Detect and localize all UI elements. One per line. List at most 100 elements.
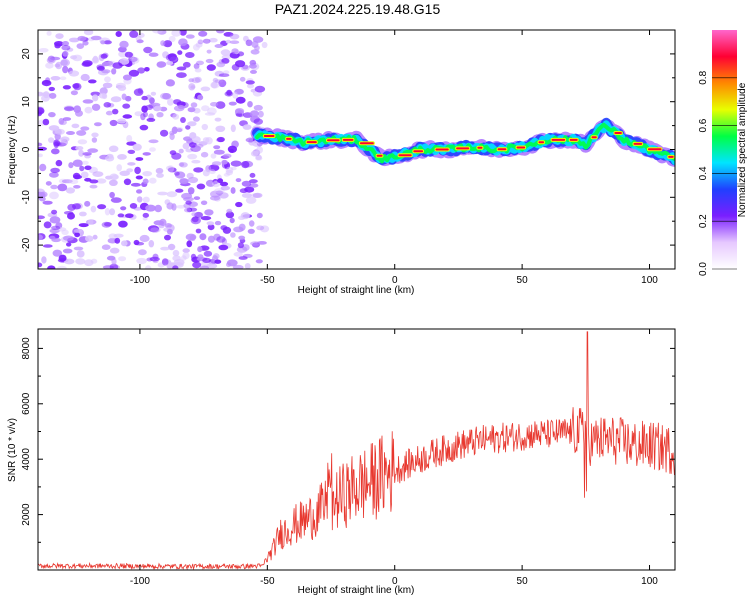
noise-blob [203, 250, 213, 257]
noise-blob [39, 163, 47, 172]
noise-blob [55, 61, 63, 70]
noise-blob [150, 227, 160, 233]
noise-blob [84, 200, 91, 207]
noise-blob [235, 201, 243, 208]
noise-blob [84, 106, 93, 114]
noise-blob [51, 148, 60, 155]
noise-blob [134, 166, 141, 175]
noise-blob [141, 95, 148, 101]
snr-y-tick-label: 8000 [21, 337, 32, 360]
colorbar-tick-label: 0.8 [698, 70, 709, 84]
noise-blob [122, 103, 131, 109]
spectrogram-y-tick-label: -10 [21, 190, 32, 205]
noise-blob [79, 165, 85, 172]
noise-blob [187, 107, 196, 113]
noise-blob [245, 196, 257, 204]
noise-blob [129, 203, 138, 209]
noise-blob [214, 117, 222, 122]
noise-blob [155, 167, 164, 174]
noise-blob [238, 235, 246, 240]
noise-blob [183, 136, 193, 142]
noise-blob [204, 209, 214, 216]
noise-blob [221, 159, 228, 165]
noise-blob [220, 185, 230, 191]
snr-x-tick-label: -50 [260, 576, 275, 587]
noise-blob [144, 67, 150, 72]
noise-blob [137, 67, 146, 74]
noise-blob [241, 180, 252, 187]
noise-blob [38, 262, 43, 268]
noise-blob [115, 31, 122, 37]
snr-x-ticks: -100 -50 0 50 100 [130, 329, 658, 587]
noise-blob [253, 118, 263, 125]
noise-blob [202, 38, 211, 44]
noise-blob [87, 148, 99, 153]
noise-blob [145, 104, 154, 110]
noise-blob [185, 233, 197, 241]
noise-blob [248, 220, 255, 227]
colorbar-tick-label: 0.2 [698, 214, 709, 228]
noise-blob [146, 117, 156, 122]
noise-blob [249, 110, 259, 117]
noise-blob [90, 258, 98, 264]
noise-blob [223, 32, 234, 37]
spectrogram-x-tick-label: -50 [260, 275, 275, 286]
noise-blob [199, 265, 210, 269]
noise-blob [175, 188, 184, 193]
noise-blob [125, 95, 132, 102]
noise-blob [239, 188, 248, 194]
noise-blob [148, 139, 159, 144]
noise-blob [127, 162, 136, 166]
noise-blob [98, 92, 107, 99]
noise-blob [142, 111, 148, 118]
noise-blob [238, 256, 248, 260]
noise-blob [73, 228, 83, 233]
noise-blob [84, 165, 92, 171]
noise-blob [260, 225, 270, 233]
spectrogram-x-tick-label: -100 [130, 275, 150, 286]
noise-blob [218, 73, 230, 77]
noise-blob [142, 171, 153, 177]
noise-blob [167, 167, 177, 173]
noise-blob [235, 178, 242, 183]
noise-blob [46, 57, 56, 64]
noise-blob [196, 60, 204, 66]
noise-blob [163, 40, 173, 48]
noise-blob [80, 171, 89, 179]
noise-blob [81, 160, 89, 165]
noise-blob [185, 125, 191, 130]
noise-blob [187, 121, 197, 127]
noise-blob [142, 178, 149, 185]
noise-blob [134, 241, 145, 246]
noise-blob [214, 259, 222, 264]
noise-blob [250, 241, 261, 246]
noise-blob [222, 153, 232, 159]
noise-blob [103, 40, 112, 45]
noise-blob [239, 76, 246, 82]
noise-blob [196, 183, 206, 190]
noise-blob [48, 125, 60, 131]
noise-blob [71, 123, 80, 129]
noise-blob [210, 81, 220, 89]
noise-blob [66, 242, 72, 247]
noise-blob [210, 102, 219, 107]
noise-blob [38, 107, 45, 115]
noise-blob [62, 65, 69, 74]
noise-blob [245, 80, 255, 85]
noise-blob [198, 30, 208, 37]
spectrogram-x-tick-label: 100 [641, 275, 658, 286]
noise-blob [111, 68, 117, 75]
noise-blob [256, 212, 263, 219]
noise-blob [114, 237, 121, 244]
noise-blob [145, 265, 152, 269]
noise-blob [109, 263, 119, 269]
noise-blob [48, 86, 55, 92]
noise-blob [111, 258, 117, 266]
noise-blob [133, 88, 144, 96]
noise-blob [200, 86, 211, 92]
noise-blob [172, 113, 180, 120]
noise-blob [184, 207, 192, 213]
noise-blob [185, 148, 194, 153]
noise-blob [231, 48, 239, 54]
